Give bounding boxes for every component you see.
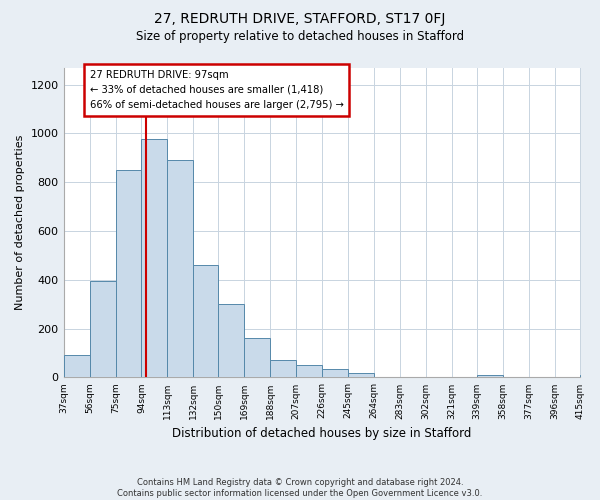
Bar [580,375,600,378]
Bar [322,369,348,378]
X-axis label: Distribution of detached houses by size in Stafford: Distribution of detached houses by size … [172,427,472,440]
Bar [244,338,270,378]
Bar [193,265,218,378]
Bar [142,140,167,378]
Text: 27, REDRUTH DRIVE, STAFFORD, ST17 0FJ: 27, REDRUTH DRIVE, STAFFORD, ST17 0FJ [154,12,446,26]
Bar [348,372,374,378]
Bar [89,281,116,378]
Text: 27 REDRUTH DRIVE: 97sqm
← 33% of detached houses are smaller (1,418)
66% of semi: 27 REDRUTH DRIVE: 97sqm ← 33% of detache… [89,70,343,110]
Bar [296,365,322,378]
Bar [64,356,89,378]
Text: Contains HM Land Registry data © Crown copyright and database right 2024.
Contai: Contains HM Land Registry data © Crown c… [118,478,482,498]
Bar [476,375,503,378]
Text: Size of property relative to detached houses in Stafford: Size of property relative to detached ho… [136,30,464,43]
Bar [270,360,296,378]
Bar [218,304,244,378]
Bar [167,160,193,378]
Y-axis label: Number of detached properties: Number of detached properties [15,135,25,310]
Bar [116,170,142,378]
